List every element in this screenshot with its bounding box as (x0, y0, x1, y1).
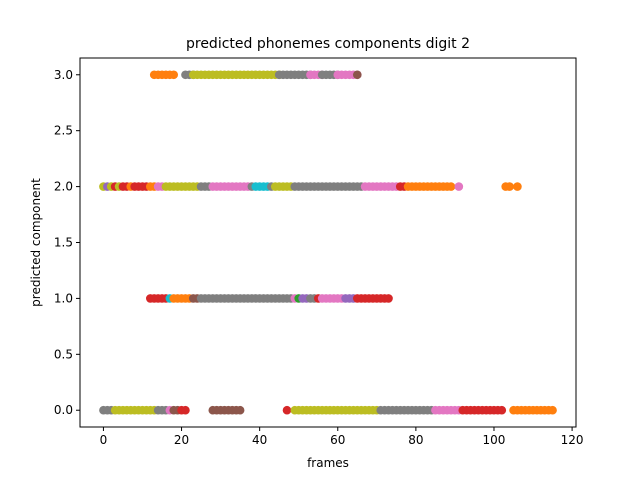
y-axis-ticks: 0.0 0.5 1.0 1.5 2.0 2.5 3.0 (54, 68, 80, 417)
y-tick-label: 0.0 (54, 403, 73, 417)
x-tick-label: 80 (408, 433, 423, 447)
x-axis-ticks: 0 20 40 60 80 100 120 (100, 427, 584, 447)
y-tick-label: 2.0 (54, 180, 73, 194)
y-tick-label: 0.5 (54, 347, 73, 361)
data-point (513, 182, 522, 191)
y-tick-label: 1.5 (54, 236, 73, 250)
data-point (352, 70, 362, 80)
y-tick-label: 2.5 (54, 124, 73, 138)
data-points (99, 70, 557, 415)
x-axis-label: frames (307, 456, 349, 470)
data-point (181, 405, 190, 415)
data-point (497, 405, 507, 415)
x-tick-label: 20 (174, 433, 189, 447)
data-point (169, 70, 179, 80)
y-tick-label: 3.0 (54, 68, 73, 82)
x-tick-label: 100 (483, 433, 506, 447)
data-point (548, 405, 557, 415)
data-point (282, 405, 292, 415)
data-point (454, 182, 464, 191)
x-tick-label: 40 (252, 433, 267, 447)
data-point (235, 405, 245, 415)
data-point (505, 182, 514, 191)
x-tick-label: 0 (100, 433, 108, 447)
y-tick-label: 1.0 (54, 291, 73, 305)
chart-title: predicted phonemes components digit 2 (186, 36, 470, 52)
data-point (384, 294, 393, 303)
data-point (446, 182, 456, 191)
x-tick-label: 120 (561, 433, 584, 447)
y-axis-label: predicted component (29, 178, 43, 307)
x-tick-label: 60 (330, 433, 345, 447)
